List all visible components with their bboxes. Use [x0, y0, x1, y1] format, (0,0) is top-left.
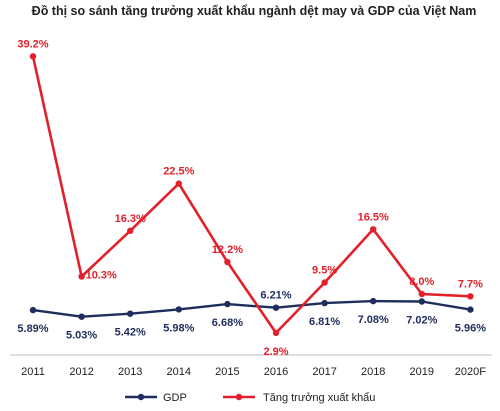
- data-point: [418, 298, 425, 305]
- x-tick-label: 2014: [167, 366, 191, 378]
- data-label: 6.21%: [260, 290, 291, 302]
- data-labels: 5.89% 5.03% 5.42% 5.98% 6.68% 6.21% 6.81% 7.08%…: [17, 38, 486, 358]
- data-label: 5.98%: [163, 322, 194, 334]
- x-tick-label: 2019: [410, 366, 434, 378]
- data-point: [29, 53, 37, 60]
- legend-swatch-marker: [137, 393, 145, 401]
- data-point: [467, 293, 474, 300]
- x-tick-label: 2011: [21, 366, 45, 378]
- x-tick-label: 2012: [69, 366, 93, 378]
- data-label: 39.2%: [17, 38, 48, 50]
- data-point: [370, 297, 377, 305]
- x-tick-label: 2015: [215, 366, 239, 378]
- data-point: [272, 329, 280, 337]
- legend-label: Tăng trưởng xuất khẩu: [263, 392, 375, 404]
- x-tick-label: 2018: [361, 366, 385, 378]
- data-point: [321, 299, 328, 307]
- chart-title: Đồ thị so sánh tăng trưởng xuất khẩu ngà…: [32, 4, 477, 18]
- data-label: 8.0%: [409, 276, 434, 288]
- data-point: [467, 306, 474, 313]
- data-point: [78, 273, 85, 280]
- data-label: 5.42%: [115, 327, 146, 339]
- x-axis-ticks: 2011 2012 2013 2014 2015 2016 2017 2018 2019 2020…: [21, 366, 486, 378]
- data-label: 16.5%: [358, 211, 389, 223]
- data-point: [29, 306, 37, 314]
- x-tick-label: 2016: [264, 366, 288, 378]
- legend-swatch-marker: [235, 393, 243, 401]
- data-point: [370, 226, 377, 233]
- data-label: 5.89%: [17, 323, 48, 335]
- x-tick-label: 2020F: [455, 366, 486, 378]
- data-label: 5.03%: [66, 330, 97, 342]
- data-label: 12.2%: [212, 244, 243, 256]
- data-label: 6.81%: [309, 316, 340, 328]
- data-label: 2.9%: [263, 346, 288, 358]
- data-point: [78, 313, 85, 320]
- data-label: 10.3%: [86, 270, 117, 282]
- data-point: [321, 279, 328, 286]
- data-point: [175, 306, 182, 313]
- data-point: [272, 304, 280, 311]
- data-label: 22.5%: [163, 166, 194, 178]
- legend: GDP Tăng trưởng xuất khẩu: [125, 392, 375, 404]
- data-label: 6.68%: [212, 317, 243, 329]
- data-label: 5.96%: [455, 323, 486, 335]
- series-line-0: [32, 299, 471, 318]
- data-point: [127, 310, 134, 317]
- data-point: [175, 180, 182, 187]
- data-label: 16.3%: [115, 213, 146, 225]
- data-point: [224, 258, 231, 266]
- series-layer: [29, 53, 474, 337]
- data-label: 7.7%: [458, 278, 483, 290]
- data-point: [127, 227, 134, 234]
- legend-label: GDP: [163, 392, 187, 404]
- x-tick-label: 2017: [312, 366, 336, 378]
- series-line-1: [31, 56, 471, 335]
- data-label: 7.08%: [358, 314, 389, 326]
- data-label: 9.5%: [312, 265, 337, 277]
- data-label: 7.02%: [406, 315, 437, 327]
- data-point: [224, 300, 231, 308]
- x-tick-label: 2013: [118, 366, 142, 378]
- data-point: [418, 290, 425, 298]
